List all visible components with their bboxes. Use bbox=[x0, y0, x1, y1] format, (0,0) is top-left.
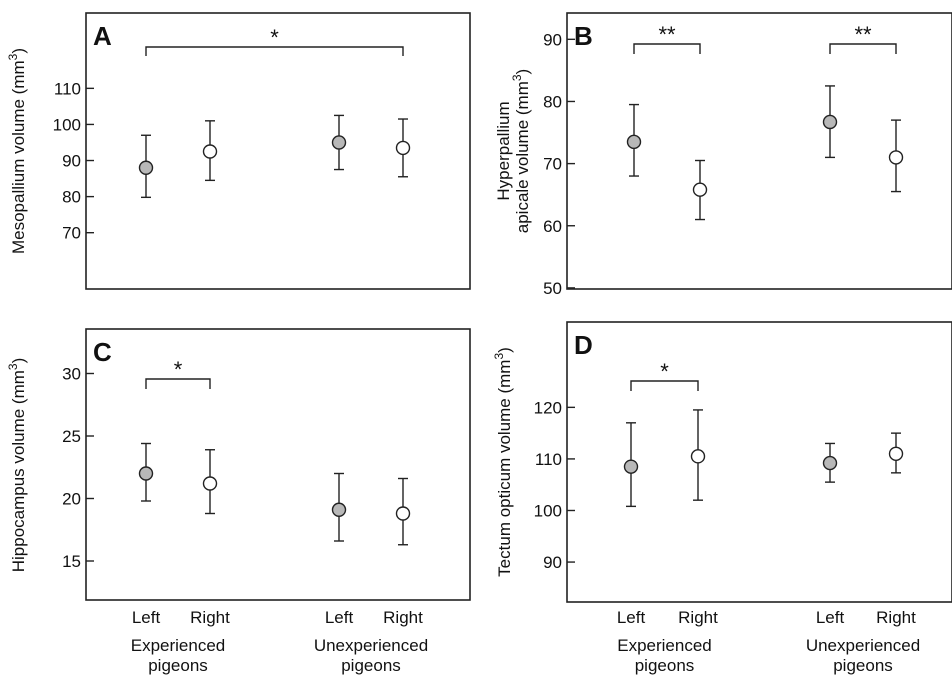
category-label: Right bbox=[383, 608, 423, 627]
plot-frame bbox=[85, 328, 471, 601]
group-label: Experienced pigeons bbox=[131, 636, 226, 675]
significance-label: * bbox=[270, 25, 279, 50]
y-tick-label: 110 bbox=[54, 79, 81, 98]
data-point-right bbox=[395, 506, 411, 521]
data-point-left bbox=[331, 502, 347, 517]
panel-label: D bbox=[574, 330, 593, 360]
category-label: Right bbox=[678, 608, 718, 627]
significance-label: * bbox=[174, 357, 183, 382]
significance-bracket bbox=[829, 43, 897, 54]
data-point-left bbox=[138, 160, 154, 175]
y-axis-label-text: Hippocampus volume (mm3) bbox=[6, 358, 28, 573]
y-axis-label-text: apicale volume (mm3) bbox=[510, 69, 532, 233]
y-tick-label: 25 bbox=[62, 427, 81, 446]
group-label: Unexperienced pigeons bbox=[806, 636, 920, 675]
y-tick-label: 15 bbox=[62, 552, 81, 571]
y-axis-label-text: Tectum opticum volume (mm3) bbox=[492, 347, 514, 577]
y-tick-label: 100 bbox=[534, 501, 562, 520]
plot-frame bbox=[566, 12, 952, 290]
data-point-left bbox=[623, 459, 639, 474]
y-axis-label-line1: Hyperpallium bbox=[494, 101, 513, 200]
category-label: Left bbox=[132, 608, 161, 627]
y-tick-label: 120 bbox=[534, 398, 562, 417]
data-point-right bbox=[690, 449, 706, 464]
data-point-right bbox=[888, 446, 904, 461]
significance-bracket bbox=[145, 46, 404, 56]
significance-bracket bbox=[145, 378, 211, 389]
category-label: Right bbox=[190, 608, 230, 627]
category-label: Left bbox=[325, 608, 354, 627]
panel-label: A bbox=[93, 21, 112, 51]
panel-d: D 90 100 110 120 Tectum opticum volume (mm3) *… bbox=[492, 321, 952, 675]
data-point-right bbox=[395, 140, 411, 156]
significance-bracket bbox=[633, 43, 701, 54]
panel-label: C bbox=[93, 337, 112, 367]
category-label: Left bbox=[617, 608, 646, 627]
y-tick-label: 30 bbox=[62, 365, 81, 384]
data-point-left bbox=[822, 114, 838, 130]
y-tick-label: 80 bbox=[62, 188, 81, 207]
panel-b: B 50 60 70 80 90 Hyperpallium apicale volume (m… bbox=[494, 12, 952, 298]
y-tick-label: 60 bbox=[543, 217, 562, 236]
y-tick-label: 20 bbox=[62, 490, 81, 509]
y-axis-label: Hyperpallium apicale volume (mm3) bbox=[494, 69, 532, 233]
y-tick-label: 50 bbox=[543, 279, 562, 298]
significance-label: ** bbox=[658, 22, 676, 47]
plot-frame bbox=[85, 12, 471, 290]
data-point-right bbox=[692, 182, 708, 197]
category-label: Left bbox=[816, 608, 845, 627]
significance-label: ** bbox=[854, 22, 872, 47]
category-label: Right bbox=[876, 608, 916, 627]
y-axis-label: Tectum opticum volume (mm3) bbox=[492, 347, 514, 577]
panel-a: A 70 80 90 100 110 Mesopallium volume (mm3) * bbox=[6, 12, 471, 290]
data-point-left bbox=[331, 135, 347, 150]
y-tick-label: 90 bbox=[543, 553, 562, 572]
y-axis-label: Hippocampus volume (mm3) bbox=[6, 358, 28, 573]
panel-c: C 15 20 25 30 Hippocampus volume (mm3) * Left Ri… bbox=[6, 328, 471, 675]
data-point-right bbox=[202, 144, 218, 159]
y-tick-label: 80 bbox=[543, 92, 562, 111]
y-tick-label: 110 bbox=[535, 450, 562, 469]
group-label: Experienced pigeons bbox=[617, 636, 712, 675]
data-point-right bbox=[888, 150, 904, 165]
y-tick-label: 70 bbox=[62, 224, 81, 243]
y-tick-label: 70 bbox=[543, 155, 562, 174]
data-point-left bbox=[626, 134, 642, 150]
plot-frame bbox=[566, 321, 952, 603]
y-axis-label: Mesopallium volume (mm3) bbox=[6, 48, 28, 254]
significance-bracket bbox=[630, 380, 699, 391]
y-tick-label: 90 bbox=[543, 30, 562, 49]
data-point-left bbox=[138, 466, 154, 481]
data-point-right bbox=[202, 476, 218, 491]
data-point-left bbox=[822, 455, 838, 471]
significance-label: * bbox=[660, 359, 669, 384]
y-tick-label: 90 bbox=[62, 152, 81, 171]
group-label: Unexperienced pigeons bbox=[314, 636, 428, 675]
y-tick-label: 100 bbox=[53, 115, 81, 134]
panel-label: B bbox=[574, 21, 593, 51]
y-axis-label-text: Mesopallium volume (mm3) bbox=[6, 48, 28, 254]
